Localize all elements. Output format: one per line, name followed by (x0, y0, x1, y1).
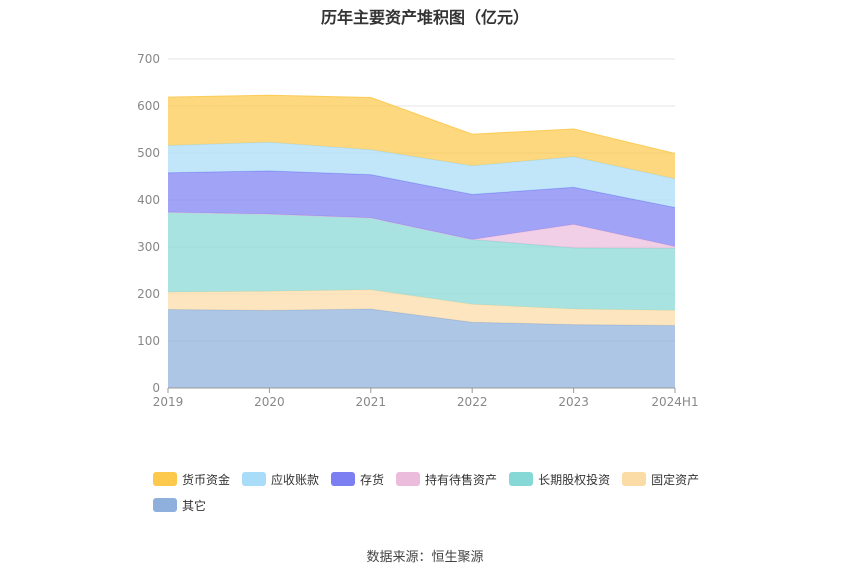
chart-title: 历年主要资产堆积图（亿元） (320, 8, 529, 27)
legend-label: 应收账款 (271, 472, 320, 487)
legend-label: 货币资金 (182, 472, 231, 487)
y-tick-label: 400 (137, 193, 160, 207)
legend-swatch (331, 472, 356, 486)
legend-swatch (622, 472, 647, 486)
legend-label: 其它 (182, 498, 207, 513)
legend-item[interactable]: 固定资产 (622, 470, 699, 488)
legend-item[interactable]: 存货 (331, 470, 384, 488)
legend-swatch (242, 472, 267, 486)
y-tick-label: 100 (137, 334, 160, 348)
legend-label: 长期股权投资 (538, 472, 611, 487)
area-edge-7 (167, 94, 676, 154)
x-tick-label: 2019 (153, 395, 184, 409)
y-tick-label: 600 (137, 99, 160, 113)
x-tick-label: 2021 (356, 395, 387, 409)
legend-item[interactable]: 其它 (153, 496, 206, 514)
stacked-area-chart: 0 100 200 300 400 500 600 700 2019 2020 2021 2022 20… (137, 52, 699, 409)
data-source-note: 数据来源：恒生聚源 (366, 550, 484, 565)
axes: 0 100 200 300 400 500 600 700 2019 2020 2021 2022 20… (137, 52, 699, 409)
y-tick-label: 200 (137, 287, 160, 301)
y-tick-label: 0 (152, 381, 160, 395)
legend-swatch (509, 472, 534, 486)
area-4 (168, 212, 675, 249)
legend-swatch (153, 498, 177, 512)
area-7 (168, 95, 675, 179)
legend-label: 持有待售资产 (425, 472, 498, 487)
y-tick-label: 500 (137, 146, 160, 160)
area-3 (168, 212, 675, 311)
area-2 (168, 289, 675, 326)
legend-item[interactable]: 应收账款 (242, 470, 319, 488)
y-tick-label: 300 (137, 240, 160, 254)
x-tick-label: 2023 (558, 395, 589, 409)
x-tick-label: 2024H1 (651, 395, 698, 409)
area-1 (168, 309, 675, 388)
legend-label: 存货 (360, 472, 385, 487)
area-6 (168, 142, 675, 208)
x-tick-label: 2022 (457, 395, 488, 409)
legend-item[interactable]: 持有待售资产 (396, 470, 497, 488)
area-5 (168, 170, 675, 247)
x-tick-label: 2020 (254, 395, 285, 409)
legend-item[interactable]: 长期股权投资 (509, 470, 610, 488)
legend-label: 固定资产 (651, 472, 700, 487)
y-tick-label: 700 (137, 52, 160, 66)
area-series (167, 94, 676, 388)
legend-swatch (396, 472, 421, 486)
legend: 货币资金 应收账款 存货 持有待售资产 长期股权投资 固定资产其它 (153, 470, 723, 514)
legend-item[interactable]: 货币资金 (153, 470, 230, 488)
legend-swatch (153, 472, 177, 486)
